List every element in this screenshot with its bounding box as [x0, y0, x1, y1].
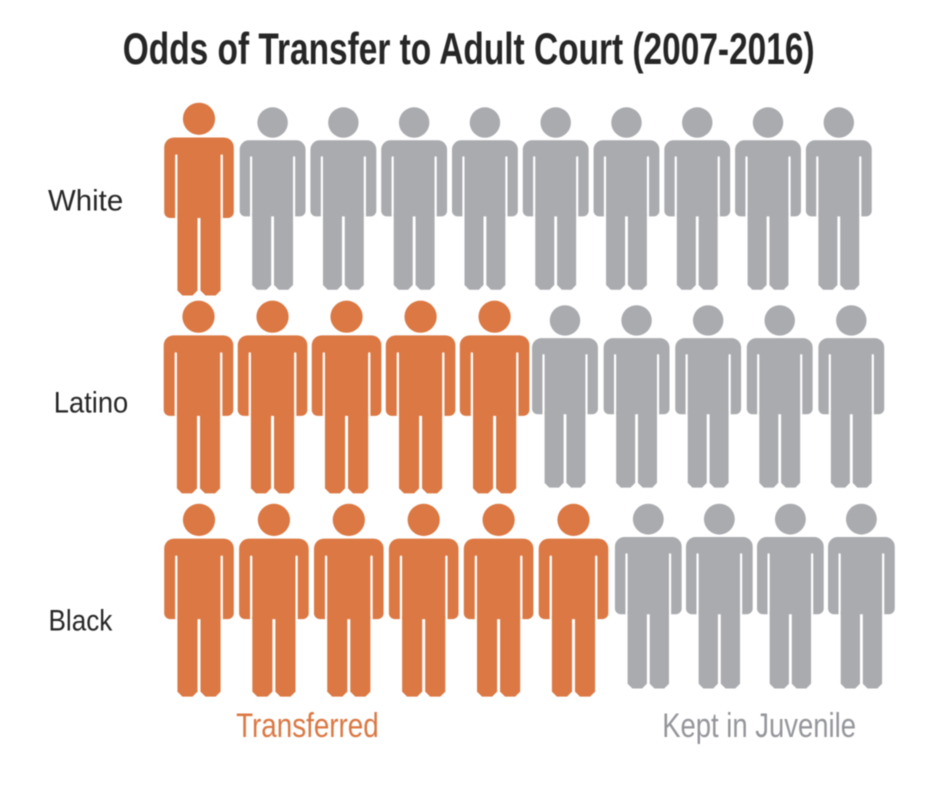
svg-text:Black: Black [49, 604, 114, 637]
svg-text:Odds of Transfer to Adult Cour: Odds of Transfer to Adult Court (2007-20… [123, 25, 815, 74]
svg-text:Transferred: Transferred [236, 707, 379, 745]
svg-text:Latino: Latino [54, 386, 128, 419]
svg-text:Kept in Juvenile: Kept in Juvenile [662, 707, 856, 745]
svg-text:White: White [48, 185, 123, 218]
